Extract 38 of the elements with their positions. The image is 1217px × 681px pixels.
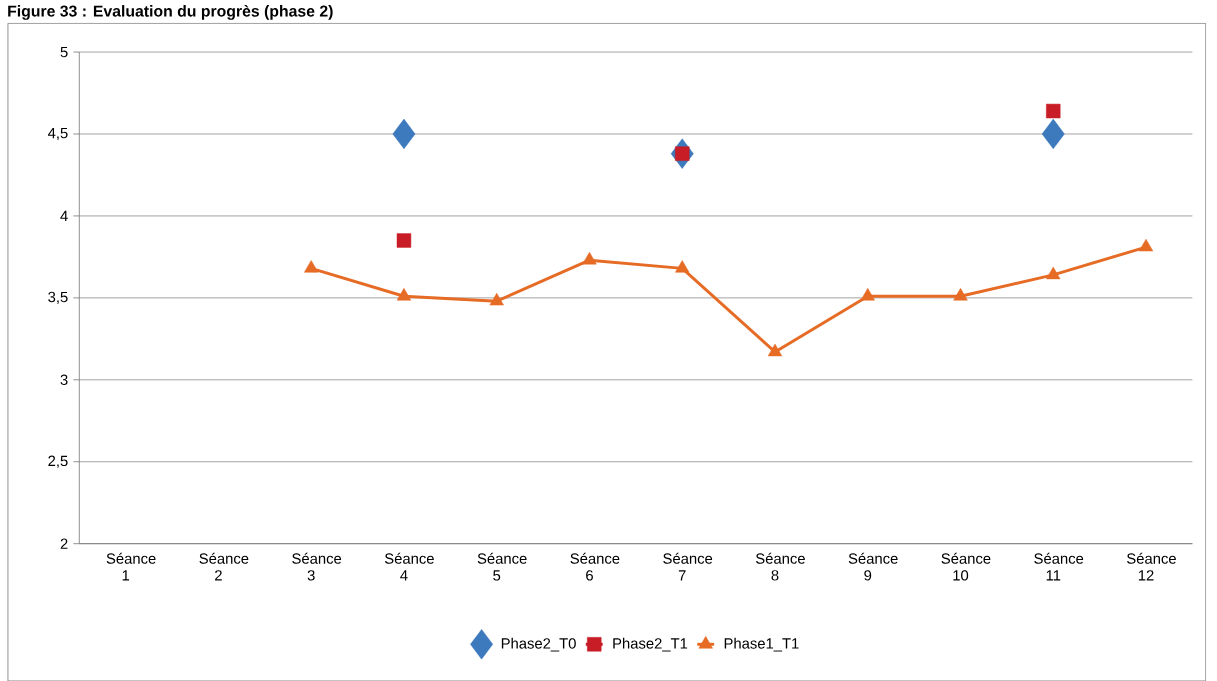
point: [1046, 103, 1061, 119]
legend-label: Phase2_T1: [613, 637, 688, 652]
y-tick-label: 3,5: [48, 291, 68, 304]
x-tick-label: Séance 2: [199, 552, 249, 581]
chart-title: Figure 33 : Evaluation du progrès (phase 2): [8, 4, 333, 20]
point: [304, 259, 319, 273]
x-tick-label: Séance 7: [663, 552, 713, 581]
legend-label: Phase1_T1: [724, 637, 799, 652]
x-tick-label: Séance 9: [848, 552, 898, 581]
x-tick-label: Séance 6: [570, 552, 620, 581]
point: [675, 259, 690, 273]
point: [489, 292, 504, 306]
point: [1138, 238, 1154, 252]
y-tick-label: 3: [60, 374, 68, 385]
point: [953, 287, 968, 301]
point: [396, 287, 412, 301]
x-tick-label: Séance 11: [1034, 552, 1084, 581]
y-tick-label: 4: [60, 210, 68, 221]
point: [675, 146, 690, 161]
y-tick-label: 2,5: [48, 455, 68, 468]
point: [860, 287, 875, 301]
point: [767, 343, 783, 356]
x-tick-label: Séance 10: [941, 552, 991, 581]
x-tick-label: Séance 12: [1127, 552, 1176, 581]
point: [582, 251, 597, 265]
x-tick-label: Séance 4: [384, 552, 434, 581]
y-tick-label: 2: [60, 538, 68, 549]
legend-label: Phase2_T0: [501, 637, 576, 652]
x-tick-label: Séance 8: [755, 552, 805, 581]
x-tick-label: Séance 5: [477, 552, 527, 581]
point: [1041, 118, 1065, 149]
y-tick-label: 4,5: [47, 127, 68, 140]
point: [392, 118, 416, 149]
x-tick-label: Séance 1: [106, 552, 156, 581]
point: [396, 233, 412, 248]
point: [1046, 266, 1061, 279]
x-tick-label: Séance 3: [292, 552, 342, 581]
y-tick-label: 5: [60, 46, 68, 57]
